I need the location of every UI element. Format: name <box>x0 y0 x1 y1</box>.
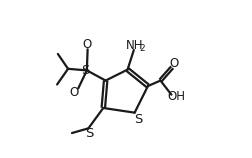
Text: S: S <box>134 113 143 126</box>
Text: O: O <box>69 86 78 99</box>
Text: O: O <box>82 38 91 51</box>
Text: NH: NH <box>126 39 143 52</box>
Text: O: O <box>170 57 179 70</box>
Text: S: S <box>85 128 93 140</box>
Text: 2: 2 <box>140 44 145 53</box>
Text: S: S <box>81 64 90 77</box>
Text: OH: OH <box>168 90 185 103</box>
